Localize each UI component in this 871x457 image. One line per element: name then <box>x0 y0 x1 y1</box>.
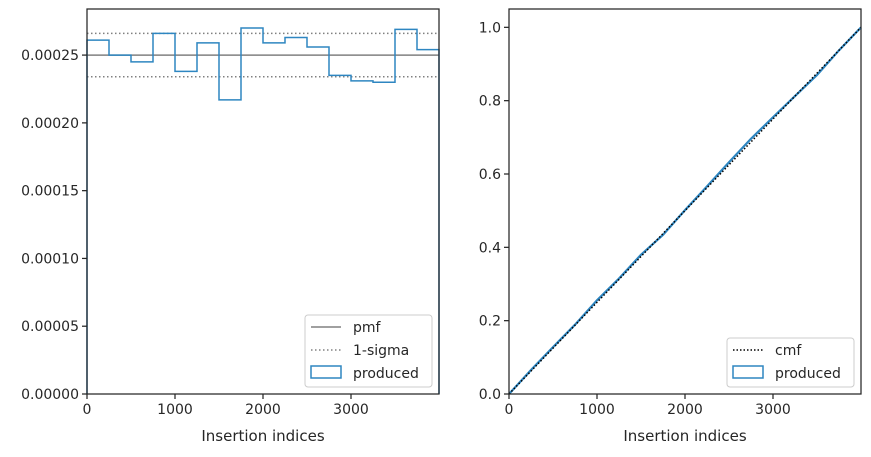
y-tick-label: 0.00015 <box>21 184 79 200</box>
left-xlabel: Insertion indices <box>201 427 324 445</box>
x-tick-label: 0 <box>505 402 514 418</box>
histogram-bin <box>153 33 175 394</box>
y-tick-label: 0.0 <box>479 387 501 403</box>
histogram-bin <box>219 100 241 394</box>
x-tick-label: 1000 <box>579 402 615 418</box>
x-tick-label: 2000 <box>245 402 281 418</box>
histogram-bin <box>285 37 307 394</box>
cmf-line <box>508 26 862 395</box>
y-tick-label: 0.00000 <box>21 387 79 403</box>
y-tick-label: 0.00010 <box>21 251 79 267</box>
y-tick-label: 0.00005 <box>21 319 79 335</box>
histogram-bin <box>109 55 131 394</box>
y-tick-label: 0.00020 <box>21 116 79 132</box>
produced-histogram <box>86 27 440 394</box>
legend-produced-label: produced <box>353 366 419 382</box>
x-tick-label: 0 <box>83 402 92 418</box>
x-tick-label: 2000 <box>667 402 703 418</box>
y-tick-label: 0.8 <box>479 94 501 110</box>
right-plot-area <box>508 26 862 395</box>
x-tick-label: 1000 <box>157 402 193 418</box>
left-legend-box <box>304 314 433 388</box>
right-xlabel: Insertion indices <box>623 427 746 445</box>
histogram-bin <box>175 71 197 394</box>
x-tick-label: 3000 <box>755 402 791 418</box>
histogram-bin <box>197 43 219 394</box>
right-ticks: 0 1000 2000 3000 0.0 0.2 0.4 0.6 0.8 1.0 <box>479 20 791 418</box>
y-tick-label: 0.6 <box>479 167 501 183</box>
y-tick-label: 0.4 <box>479 240 501 256</box>
histogram-bin <box>87 40 109 394</box>
right-chart: 0 1000 2000 3000 0.0 0.2 0.4 0.6 0.8 1.0 Insertio… <box>479 8 862 445</box>
left-ticks: 0 1000 2000 3000 0.00000 0.00005 0.00010 0.0001… <box>21 48 369 418</box>
legend-produced-swatch <box>310 365 342 379</box>
legend-produced-swatch-right <box>732 365 764 379</box>
right-axes-frame <box>508 8 862 395</box>
legend-pmf-label: pmf <box>353 320 382 336</box>
left-plot-area <box>86 27 440 394</box>
legend-produced-label-right: produced <box>775 366 841 382</box>
left-legend: pmf 1-sigma produced <box>304 314 433 388</box>
histogram-bin <box>241 28 263 394</box>
left-chart: 0 1000 2000 3000 0.00000 0.00005 0.00010 0.0001… <box>21 8 440 445</box>
x-tick-label: 3000 <box>333 402 369 418</box>
legend-cmf-label: cmf <box>775 343 802 359</box>
histogram-bin <box>263 43 285 394</box>
legend-sigma-label: 1-sigma <box>353 343 409 359</box>
y-tick-label: 0.2 <box>479 314 501 330</box>
y-tick-label: 0.00025 <box>21 48 79 64</box>
right-legend: cmf produced <box>726 337 855 388</box>
histogram-bin <box>131 62 153 394</box>
y-tick-label: 1.0 <box>479 20 501 36</box>
